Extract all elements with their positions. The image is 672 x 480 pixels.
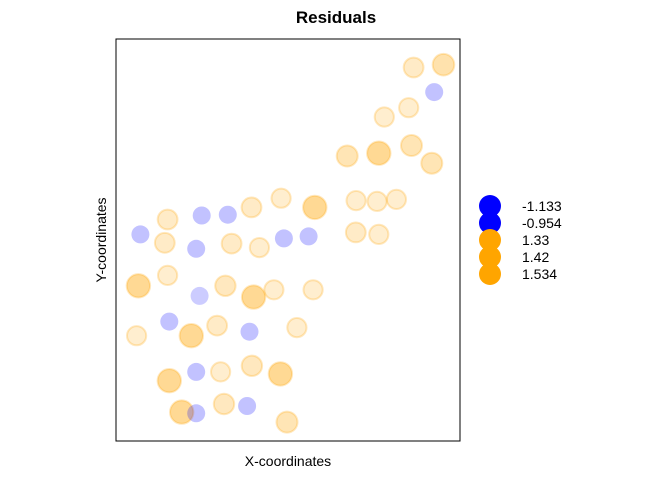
data-point xyxy=(126,325,148,347)
legend-label: 1.33 xyxy=(522,232,549,248)
data-point xyxy=(425,83,444,102)
data-point xyxy=(267,361,294,387)
data-point xyxy=(178,323,205,349)
data-point xyxy=(192,206,211,225)
data-point xyxy=(335,144,359,168)
data-point xyxy=(275,410,299,434)
data-point xyxy=(302,194,328,221)
data-point xyxy=(366,140,392,166)
data-point xyxy=(398,97,420,119)
data-point xyxy=(420,151,444,175)
plot-area xyxy=(115,38,461,442)
data-point xyxy=(240,196,263,219)
data-point xyxy=(187,239,206,258)
legend-label: -1.133 xyxy=(522,198,562,214)
data-point xyxy=(366,190,388,212)
plot-frame xyxy=(115,38,461,442)
data-point xyxy=(160,312,179,331)
data-point xyxy=(212,392,236,416)
data-point xyxy=(218,205,237,224)
data-point xyxy=(156,368,183,394)
data-point xyxy=(400,134,423,157)
data-point xyxy=(263,279,285,301)
data-point xyxy=(299,227,318,246)
legend-marker xyxy=(479,246,501,268)
data-point xyxy=(270,187,292,209)
data-point xyxy=(286,317,308,339)
data-point xyxy=(345,190,367,212)
legend-marker xyxy=(479,195,501,217)
data-point xyxy=(156,208,179,231)
data-point xyxy=(131,225,150,244)
data-point xyxy=(302,279,324,301)
y-axis-label: Y-coordinates xyxy=(93,197,109,282)
data-point xyxy=(274,229,293,248)
data-point xyxy=(344,221,367,244)
data-point xyxy=(240,322,259,341)
legend-marker xyxy=(479,229,501,251)
data-point xyxy=(153,231,176,254)
data-point xyxy=(368,223,390,245)
data-point xyxy=(220,232,243,255)
data-point xyxy=(238,397,257,415)
chart-title: Residuals xyxy=(296,8,376,27)
data-point xyxy=(125,273,152,299)
data-point xyxy=(240,284,267,310)
data-point xyxy=(187,362,206,381)
legend-label: -0.954 xyxy=(522,215,562,231)
data-point xyxy=(157,264,179,286)
x-axis-label: X-coordinates xyxy=(245,453,331,469)
data-point xyxy=(187,404,206,423)
data-point xyxy=(210,361,232,383)
legend-marker xyxy=(479,212,501,234)
data-point xyxy=(240,354,264,377)
data-point xyxy=(169,399,195,425)
data-point xyxy=(373,106,395,128)
data-point xyxy=(214,274,237,297)
legend-marker xyxy=(479,263,501,285)
data-point xyxy=(206,314,229,337)
data-point xyxy=(385,188,407,210)
data-point xyxy=(248,237,270,259)
data-point xyxy=(190,286,209,305)
points-layer xyxy=(125,52,456,434)
data-point xyxy=(431,52,456,77)
legend-label: 1.534 xyxy=(522,266,557,282)
data-point xyxy=(402,56,425,79)
legend-label: 1.42 xyxy=(522,249,549,265)
